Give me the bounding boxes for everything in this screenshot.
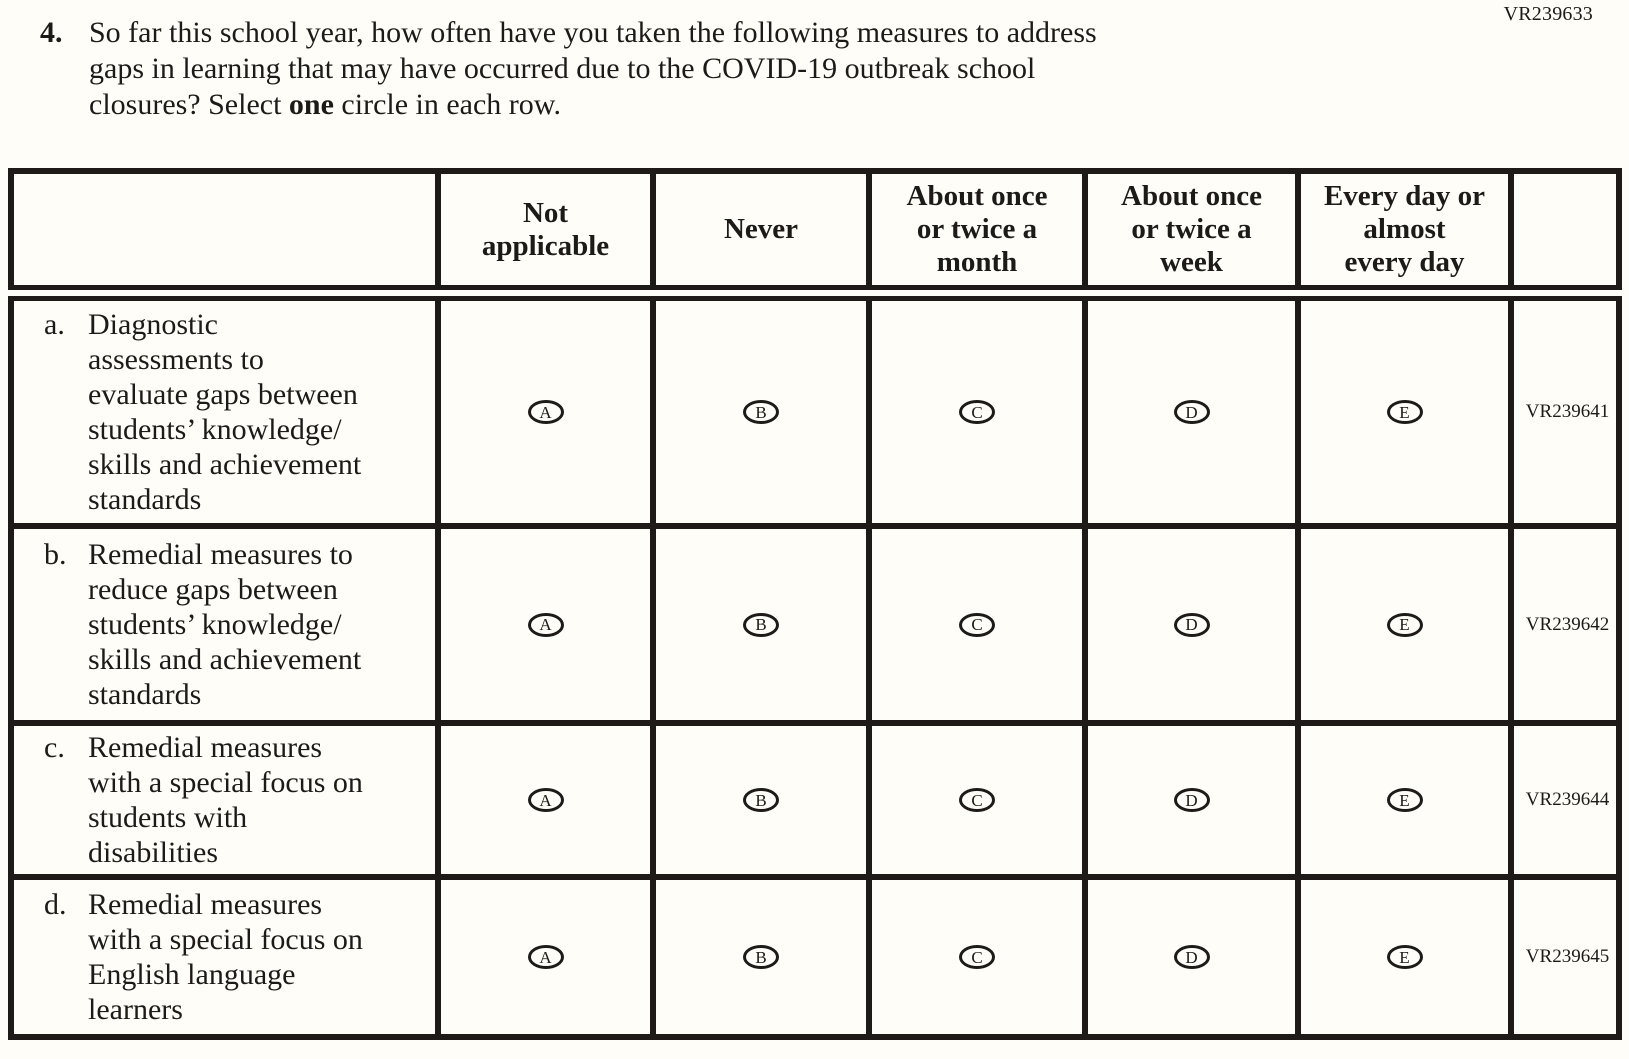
bubble-letter: E — [1399, 402, 1410, 422]
answer-bubble-b-E[interactable]: E — [1386, 612, 1423, 637]
bubble-letter: A — [539, 947, 552, 967]
question-line-3-pre: closures? Select — [89, 88, 289, 121]
answer-bubble-a-E[interactable]: E — [1386, 400, 1423, 424]
question-text: So far this school year, how often have … — [89, 15, 1097, 123]
answer-bubble-d-E[interactable]: E — [1386, 945, 1423, 969]
row-label-d: d. Remedial measures with a special focus… — [8, 874, 441, 1040]
answer-bubble-c-C[interactable]: C — [959, 788, 995, 812]
bubble-letter: B — [755, 947, 767, 967]
row-label-b: b. Remedial measures to reduce gaps betwe… — [8, 523, 441, 726]
question-line-2: gaps in learning that may have occurred … — [89, 52, 1036, 85]
table-row-a: a. Diagnostic assessments to evaluate gaps… — [8, 290, 1622, 529]
answer-bubble-a-C[interactable]: C — [959, 400, 995, 424]
bubble-letter: D — [1185, 402, 1198, 422]
row-code-b: VR239642 — [1508, 523, 1622, 726]
column-header-once-twice-month: About once or twice a month — [866, 168, 1088, 301]
column-header-blank — [8, 168, 441, 301]
response-matrix: Not applicable Never About once or twice a… — [8, 168, 1622, 1040]
answer-bubble-a-D[interactable]: D — [1173, 400, 1210, 424]
row-letter: d. — [44, 888, 67, 921]
answer-bubble-a-B[interactable]: B — [743, 400, 779, 424]
answer-bubble-b-C[interactable]: C — [959, 612, 995, 637]
row-label-text: Remedial measures with a special focus on… — [88, 888, 363, 1026]
bubble-letter: D — [1185, 790, 1198, 810]
column-header-once-twice-week: About once or twice a week — [1082, 168, 1301, 301]
row-label-text: Diagnostic assessments to evaluate gaps be… — [88, 308, 362, 516]
bubble-letter: D — [1185, 947, 1198, 967]
column-header-never: Never — [650, 168, 872, 301]
answer-bubble-c-B[interactable]: B — [743, 788, 779, 812]
answer-bubble-c-A[interactable]: A — [527, 788, 564, 812]
table-row-b: b. Remedial measures to reduce gaps betwe… — [8, 523, 1622, 726]
bubble-letter: B — [755, 615, 767, 634]
question-line-3-post: circle in each row. — [333, 88, 562, 121]
column-header-code-blank — [1508, 168, 1622, 301]
bubble-letter: C — [971, 402, 983, 422]
row-letter: a. — [44, 308, 65, 341]
bubble-letter: E — [1399, 790, 1410, 810]
question-number: 4. — [40, 16, 63, 49]
bubble-letter: A — [539, 402, 552, 422]
bubble-letter: D — [1185, 615, 1198, 634]
answer-bubble-b-D[interactable]: D — [1173, 612, 1210, 637]
row-letter: b. — [44, 538, 67, 571]
form-code: VR239633 — [1503, 3, 1593, 25]
bubble-letter: A — [539, 615, 552, 634]
answer-bubble-c-D[interactable]: D — [1173, 788, 1210, 812]
table-row-c: c. Remedial measures with a special focus… — [8, 720, 1622, 880]
answer-bubble-d-B[interactable]: B — [743, 945, 779, 969]
answer-bubble-a-A[interactable]: A — [527, 400, 564, 424]
header-row: Not applicable Never About once or twice a… — [8, 168, 1622, 301]
row-label-c: c. Remedial measures with a special focus… — [8, 720, 441, 880]
row-label-text: Remedial measures with a special focus on… — [88, 731, 363, 869]
bubble-letter: B — [755, 790, 767, 810]
question-line-1: So far this school year, how often have … — [89, 16, 1097, 49]
row-label-text: Remedial measures to reduce gaps between s… — [88, 538, 362, 711]
row-code-d: VR239645 — [1508, 874, 1622, 1040]
column-header-not-applicable: Not applicable — [435, 168, 656, 301]
answer-bubble-d-D[interactable]: D — [1173, 945, 1210, 969]
answer-bubble-b-B[interactable]: B — [743, 612, 779, 637]
bubble-letter: C — [971, 790, 983, 810]
bubble-letter: A — [539, 790, 552, 810]
question-block: 4. So far this school year, how often ha… — [40, 15, 1097, 123]
question-line-3-emphasis: one — [288, 88, 334, 121]
bubble-letter: E — [1399, 615, 1410, 634]
bubble-letter: C — [971, 615, 983, 634]
bubble-letter: C — [971, 947, 983, 967]
row-label-a: a. Diagnostic assessments to evaluate gaps… — [8, 290, 441, 529]
row-code-c: VR239644 — [1508, 720, 1622, 880]
answer-bubble-d-C[interactable]: C — [959, 945, 995, 969]
row-code-a: VR239641 — [1508, 290, 1622, 529]
table-row-d: d. Remedial measures with a special focus… — [8, 874, 1622, 1040]
question-line-3: closures? Select one circle in each row. — [89, 87, 1097, 123]
bubble-letter: B — [755, 402, 767, 422]
answer-bubble-b-A[interactable]: A — [527, 612, 564, 637]
bubble-letter: E — [1399, 947, 1410, 967]
answer-bubble-c-E[interactable]: E — [1386, 788, 1423, 812]
column-header-every-day: Every day or almost every day — [1295, 168, 1514, 301]
answer-bubble-d-A[interactable]: A — [527, 945, 564, 969]
row-letter: c. — [44, 731, 65, 764]
